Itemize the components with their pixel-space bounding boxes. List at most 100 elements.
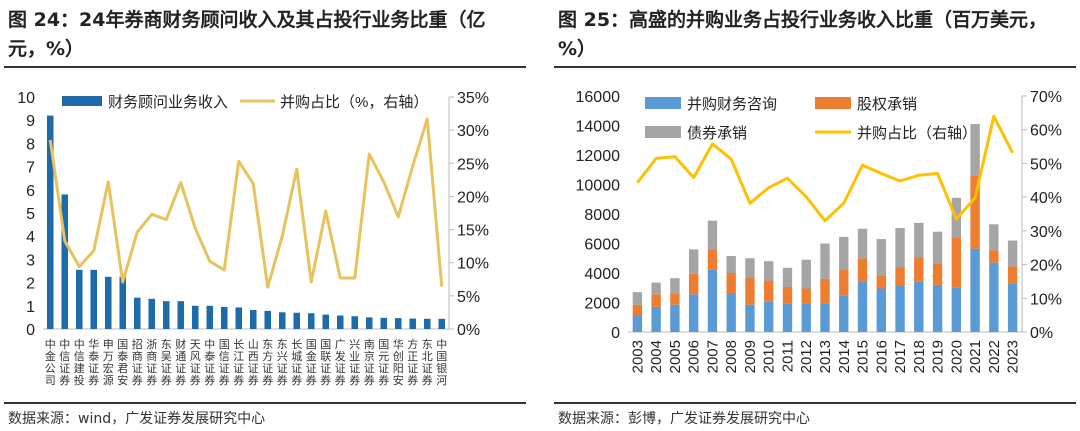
bar — [409, 318, 417, 329]
x-tick-label: 2015 — [855, 340, 872, 373]
x-tick-label: 东兴证券 — [277, 338, 288, 387]
y-tick-label: 0 — [611, 325, 620, 342]
bar — [651, 306, 661, 332]
bar — [423, 318, 431, 329]
bar — [1007, 266, 1018, 284]
x-tick-label: 2019 — [930, 340, 947, 373]
divider — [4, 66, 526, 68]
x-tick-label: 国泰君安 — [117, 338, 128, 387]
x-tick-label: 2010 — [761, 340, 778, 373]
bar — [782, 287, 793, 304]
y2-tick-label: 60% — [1030, 123, 1062, 140]
bar — [989, 224, 999, 251]
x-tick-label: 中信证券 — [59, 338, 70, 387]
bar — [764, 261, 774, 281]
y-tick-label: 1 — [26, 299, 35, 316]
bar — [119, 276, 127, 329]
y-tick-label: 9 — [26, 113, 35, 130]
bar — [951, 237, 962, 288]
bar — [191, 305, 199, 329]
x-tick-label: 中金公司 — [45, 338, 56, 387]
x-tick-label: 2008 — [723, 340, 740, 373]
x-tick-label: 国元证券 — [378, 338, 389, 387]
bar — [278, 312, 286, 329]
y-tick-label: 7 — [26, 160, 35, 177]
bar — [307, 313, 315, 329]
divider — [4, 402, 526, 404]
bar — [46, 115, 54, 329]
x-tick-label: 2004 — [648, 340, 665, 373]
figure-24: 图 24：24年券商财务顾问收入及其占投行业务比重（亿元，%） 0 1 2 3 4 5 6 7… — [0, 0, 530, 431]
x-tick-label: 浙商证券 — [146, 338, 157, 387]
x-tick-label: 2012 — [798, 340, 815, 373]
bar — [707, 220, 718, 250]
y2-tick-label: 35% — [457, 90, 489, 107]
bar — [745, 258, 755, 278]
bar — [632, 292, 643, 305]
bar — [688, 273, 699, 295]
x-tick-label: 2014 — [836, 340, 853, 373]
bar — [764, 280, 774, 302]
x-tick-label: 国信证券 — [219, 338, 230, 387]
x-tick-label: 财通证券 — [175, 337, 186, 387]
bar — [632, 315, 643, 332]
y2-tick-label: 20% — [1030, 258, 1062, 275]
bar — [206, 305, 214, 329]
x-tick-label: 中泰证券 — [204, 338, 215, 387]
bar — [632, 304, 643, 316]
x-tick-label: 兴业证券 — [349, 338, 360, 387]
figure-title: 图 24：24年券商财务顾问收入及其占投行业务比重（亿元，%） — [8, 9, 486, 60]
bar — [895, 267, 905, 286]
x-tick-label: 华创阳安 — [393, 337, 404, 387]
bar — [351, 316, 359, 329]
x-tick-label: 山西证券 — [248, 338, 259, 387]
bar — [726, 256, 736, 273]
y-tick-label: 2 — [26, 276, 35, 293]
bar — [914, 222, 924, 258]
y2-tick-label: 10% — [1030, 291, 1062, 308]
x-tick-label: 东吴证券 — [161, 338, 172, 387]
bar — [914, 281, 924, 332]
bar — [688, 294, 699, 332]
y2-tick-label: 70% — [1030, 89, 1062, 106]
bar — [839, 295, 849, 332]
y2-tick-label: 40% — [1030, 190, 1062, 207]
divider — [554, 402, 1076, 404]
x-tick-label: 中国银河 — [436, 338, 447, 387]
x-tick-label: 2017 — [892, 340, 909, 373]
bar — [839, 236, 849, 271]
bar — [745, 277, 755, 305]
x-tick-label: 长城证券 — [291, 338, 302, 387]
x-tick-label: 方正证券 — [407, 337, 418, 387]
bar — [670, 304, 680, 332]
x-tick-label: 华泰证券 — [88, 337, 99, 387]
x-tick-label: 2022 — [986, 340, 1003, 373]
bar — [235, 307, 243, 329]
y-tick-label: 12000 — [576, 148, 621, 165]
bar — [989, 262, 999, 332]
y-tick-label: 0 — [26, 322, 35, 339]
legend-label: 并购占比（右轴） — [857, 125, 977, 142]
source-note: 数据来源：彭博，广发证券发展研究中心 — [558, 411, 810, 427]
bar — [162, 301, 170, 329]
bar — [133, 297, 141, 329]
divider — [554, 66, 1076, 68]
x-tick-label: 长江证券 — [233, 338, 244, 387]
bar — [801, 259, 811, 289]
x-tick-label: 国联证券 — [320, 338, 331, 387]
x-tick-label: 2020 — [948, 340, 965, 373]
bar — [989, 250, 999, 263]
chart-24: 0123456789100%5%10%15%20%25%30%35%中金公司中信… — [17, 90, 489, 387]
y-tick-label: 10000 — [576, 178, 621, 195]
y2-tick-label: 0% — [1030, 325, 1053, 342]
y2-tick-label: 15% — [457, 223, 489, 240]
line-series — [48, 117, 444, 289]
bar — [148, 298, 156, 329]
bar — [970, 248, 980, 332]
bar — [707, 249, 718, 270]
y-tick-label: 4 — [26, 229, 35, 246]
bar — [1007, 240, 1018, 267]
legend-label: 并购占比（%，右轴） — [280, 94, 428, 111]
bar — [75, 269, 83, 329]
bar — [90, 269, 98, 329]
